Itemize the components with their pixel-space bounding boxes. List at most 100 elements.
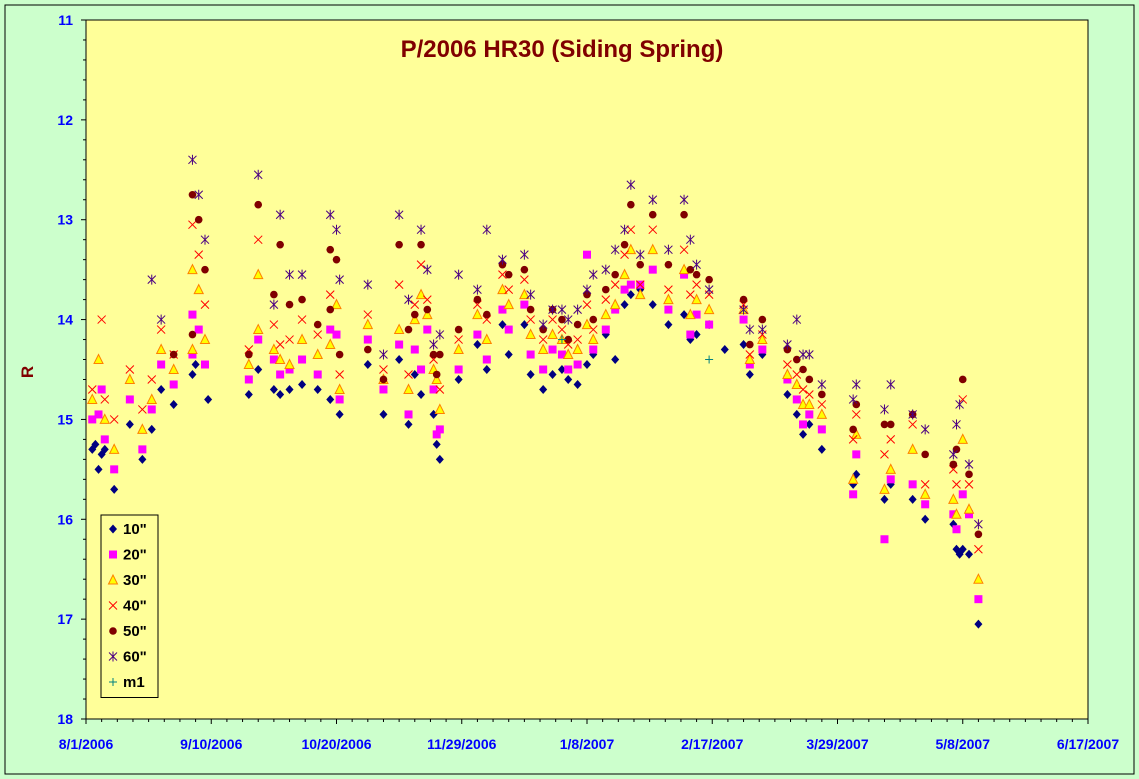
data-point [422, 295, 432, 304]
y-tick-label: 13 [57, 212, 73, 228]
data-point [416, 260, 426, 270]
data-point [525, 328, 536, 340]
data-point [680, 270, 689, 279]
data-point [601, 285, 610, 294]
data-point [335, 370, 344, 379]
data-point [297, 269, 307, 280]
data-point [692, 330, 701, 340]
data-point [453, 343, 464, 355]
data-point [394, 280, 404, 289]
x-tick-label: 8/1/2006 [59, 736, 114, 752]
data-point [125, 365, 135, 374]
data-point [253, 235, 263, 245]
data-point [410, 300, 420, 309]
data-point [627, 200, 635, 209]
data-point [949, 460, 958, 469]
data-point [758, 315, 767, 324]
data-point [664, 260, 673, 269]
x-tick-label: 10/20/2006 [301, 736, 371, 752]
data-point [745, 369, 754, 379]
data-point [805, 410, 814, 419]
data-point [610, 244, 620, 255]
data-point [417, 389, 426, 399]
data-point [804, 349, 814, 360]
data-point [679, 194, 689, 205]
data-point [285, 269, 294, 280]
data-point [410, 310, 419, 319]
data-point [648, 210, 657, 219]
data-point [393, 323, 405, 335]
legend: 10" 20" 30" 40" 50" 60" m1 [100, 514, 159, 698]
data-point [296, 333, 308, 345]
data-point [269, 299, 279, 310]
data-point [156, 314, 166, 325]
data-point [243, 358, 255, 370]
data-point [364, 345, 372, 354]
data-point [664, 244, 673, 255]
data-point [886, 475, 895, 484]
data-point [200, 300, 210, 309]
data-point [852, 450, 861, 459]
data-point [539, 365, 548, 374]
data-point [326, 325, 335, 334]
data-point [851, 379, 861, 390]
legend-marker [109, 524, 117, 534]
data-point [324, 338, 336, 350]
data-point [193, 283, 205, 295]
data-point [588, 325, 598, 334]
data-point [269, 320, 279, 329]
data-point [97, 315, 107, 324]
data-point [472, 308, 483, 320]
data-point [625, 243, 637, 255]
data-point [526, 350, 535, 359]
legend-marker [109, 627, 117, 635]
data-point [804, 390, 814, 399]
data-point [817, 444, 826, 454]
data-point [244, 375, 253, 384]
data-point [957, 433, 969, 444]
data-point [600, 308, 612, 320]
data-point [435, 385, 445, 394]
data-point [395, 355, 404, 365]
data-point [548, 315, 557, 324]
data-point [879, 483, 890, 494]
data-point [245, 350, 253, 359]
data-point [965, 510, 974, 519]
data-point [648, 225, 658, 235]
data-point [520, 265, 529, 274]
data-point [169, 350, 178, 359]
data-point [680, 310, 689, 320]
data-point [920, 424, 930, 435]
data-point [664, 285, 673, 294]
data-point [920, 479, 930, 489]
data-point [417, 365, 426, 374]
data-point [244, 389, 253, 399]
data-point [88, 415, 97, 424]
data-point [850, 428, 862, 439]
data-point [275, 340, 285, 349]
data-point [253, 169, 263, 180]
data-point [313, 320, 322, 329]
data-point [94, 410, 103, 419]
data-point [849, 425, 857, 434]
data-point [473, 284, 482, 295]
data-point [87, 385, 97, 394]
data-point [435, 425, 444, 434]
data-point [636, 260, 645, 269]
data-point [99, 413, 111, 424]
data-point [410, 369, 419, 379]
y-axis-label: R [18, 366, 37, 378]
data-point [564, 335, 573, 344]
data-point [974, 619, 983, 629]
data-point [285, 335, 294, 344]
data-point [564, 374, 573, 384]
data-point [557, 350, 566, 359]
data-point [557, 325, 567, 334]
data-point [326, 394, 335, 404]
data-point [403, 383, 414, 394]
data-point [739, 295, 748, 304]
data-point [298, 355, 307, 364]
data-point [313, 370, 322, 379]
y-tick-label: 17 [57, 611, 73, 627]
data-point [626, 290, 635, 300]
